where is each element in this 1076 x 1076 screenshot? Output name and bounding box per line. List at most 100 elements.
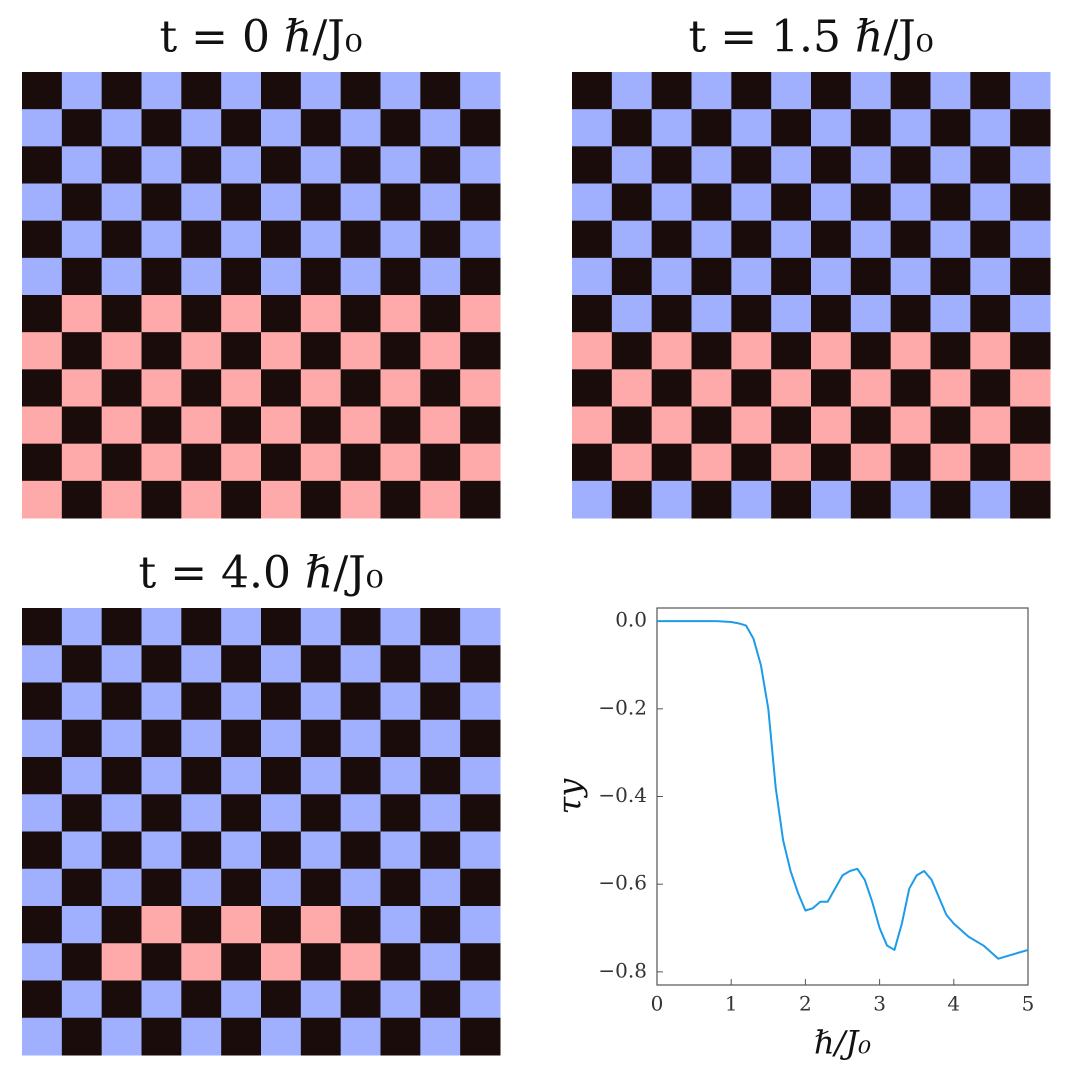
grid-cell [731,332,772,370]
grid-cell [890,406,931,445]
grid-cell [22,794,63,832]
grid-cell [300,72,342,110]
grid-cell [380,406,421,445]
grid-cell [460,868,501,907]
grid-cell [611,146,653,184]
grid-cell [850,72,892,110]
grid-cell [1010,295,1051,333]
grid-cell [691,257,732,296]
grid-cell [420,682,461,721]
grid-cell [22,332,63,370]
grid-cell [651,72,692,110]
grid-cell [101,980,142,1019]
grid-cell [611,72,653,110]
grid-cell [1010,406,1051,445]
grid-cell [771,220,812,259]
grid-cell [850,406,892,445]
grid-cell [141,332,182,370]
grid-cell [651,369,692,407]
grid-cell [22,868,63,907]
grid-cell [22,608,63,646]
grid-cell [61,906,103,944]
grid-cell [420,868,461,907]
grid-cell [811,109,852,147]
grid-cell [101,868,142,907]
x-tick-label: 4 [947,992,960,1016]
grid-cell [572,480,613,519]
grid-cell [300,906,342,944]
grid-cell [61,406,103,445]
x-tick-label: 1 [725,992,738,1016]
grid-cell [970,406,1011,445]
grid-cell [731,109,772,147]
grid-cell [380,480,421,519]
grid-cell [141,295,182,333]
grid-cell [261,645,302,683]
grid-cell [261,369,302,407]
grid-cell [651,480,692,519]
grid-cell [22,682,63,721]
grid-cell [141,794,182,832]
grid-cell [181,146,222,184]
panel-title: t = 0 ℏ/J₀ [160,12,363,63]
grid-cell [1010,369,1051,407]
grid-cell [930,480,971,519]
grid-cell [460,831,501,870]
grid-cell [771,72,812,110]
data-line [657,620,1029,960]
grid-cell [300,831,342,870]
grid-cell [380,682,421,721]
grid-cell [611,220,653,259]
grid-cell [890,480,931,519]
grid-cell [460,608,501,646]
grid-cell [340,831,381,870]
grid-cell [221,794,262,832]
grid-cell [651,332,692,370]
grid-cell [181,868,222,907]
grid-cell [572,257,613,296]
grid-cell [420,295,461,333]
grid-cell [420,906,461,944]
grid-cell [22,831,63,870]
grid-cell [101,332,142,370]
grid-cell [141,183,182,222]
grid-cell [181,1017,222,1056]
grid-cell [221,682,262,721]
grid-cell [261,906,302,944]
grid-cell [300,868,342,907]
grid-cell [181,72,222,110]
grid-cell [181,980,222,1019]
y-axis-label: τy [551,778,589,815]
grid-cell [261,332,302,370]
grid-cell [930,183,971,222]
grid-cell [691,480,732,519]
grid-cell [771,332,812,370]
grid-cell [300,480,342,519]
grid-cell [731,295,772,333]
grid-cell [970,220,1011,259]
grid-cell [460,257,501,296]
grid-cell [261,146,302,184]
grid-cell [420,220,461,259]
grid-cell [141,109,182,147]
grid-cell [380,443,421,482]
grid-cell [141,831,182,870]
grid-cell [101,943,142,981]
grid-cell [340,406,381,445]
grid-cell [101,220,142,259]
grid-cell [221,220,262,259]
grid-cell [181,406,222,445]
grid-cell [221,645,262,683]
x-tick-label: 2 [799,992,812,1016]
grid-cell [261,831,302,870]
grid-cell [420,757,461,795]
grid-cell [890,443,931,482]
grid-cell [691,332,732,370]
grid-cell [300,109,342,147]
grid-cell [101,146,142,184]
grid-cell [101,443,142,482]
grid-cell [181,943,222,981]
grid-cell [22,906,63,944]
grid-cell [420,443,461,482]
